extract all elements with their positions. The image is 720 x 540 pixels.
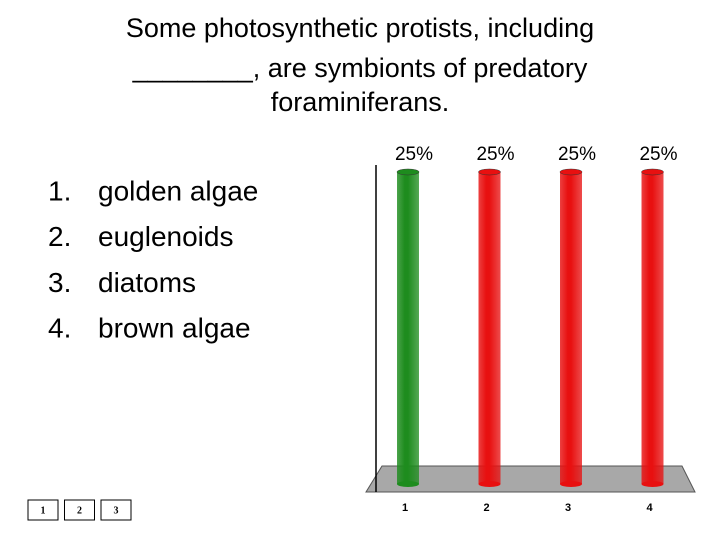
bar-cap — [559, 168, 583, 176]
option-text: diatoms — [98, 267, 196, 298]
x-tick-label: 3 — [565, 502, 571, 514]
x-tick-label: 4 — [646, 502, 653, 514]
option-number: 3. — [48, 267, 71, 298]
value-label: 25% — [476, 144, 514, 165]
answer-button[interactable] — [64, 499, 95, 521]
answer-button-label: 2 — [77, 505, 82, 516]
value-label: 25% — [395, 144, 433, 165]
x-tick-label: 1 — [402, 502, 408, 514]
bar — [397, 172, 419, 484]
bar — [641, 172, 664, 484]
x-tick-label: 2 — [483, 502, 489, 514]
answer-button[interactable] — [27, 499, 59, 521]
bar — [478, 172, 501, 484]
answer-button[interactable] — [100, 499, 132, 521]
value-label: 25% — [558, 144, 596, 165]
option-text: golden algae — [98, 175, 258, 206]
question-line: ________, are symbionts of predatory — [132, 53, 588, 83]
question-line: Some photosynthetic protists, including — [126, 13, 594, 43]
bar-cap — [396, 168, 420, 176]
question-line: foraminiferans. — [271, 87, 450, 117]
value-label: 25% — [639, 144, 677, 165]
option-number: 2. — [48, 221, 71, 252]
option-text: euglenoids — [98, 221, 233, 252]
bar-cap — [478, 168, 501, 176]
bar — [560, 172, 582, 484]
answer-button-label: 3 — [114, 505, 119, 516]
option-number: 1. — [48, 175, 71, 206]
answer-button-label: 1 — [41, 505, 46, 516]
option-text: brown algae — [98, 312, 251, 343]
option-number: 4. — [48, 312, 71, 343]
bar-cap — [641, 168, 664, 176]
